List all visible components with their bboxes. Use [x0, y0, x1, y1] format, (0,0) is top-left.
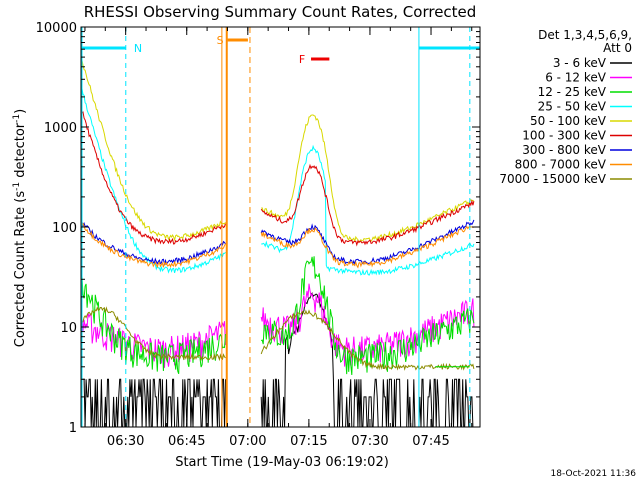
plot-area: N S F	[80, 27, 480, 428]
flare-label: F	[299, 53, 305, 66]
x-tick-label: 07:45	[412, 434, 449, 449]
x-tick-label: 07:00	[229, 434, 266, 449]
y-tick-label: 1000	[44, 121, 77, 136]
x-tick-label: 06:30	[107, 434, 144, 449]
x-axis: 06:30 06:45 07:00 07:15 07:30 07:45	[84, 27, 473, 449]
saa-label: S	[217, 34, 224, 47]
timestamp: 18-Oct-2021 11:36	[551, 469, 637, 479]
x-tick-label: 07:15	[290, 434, 327, 449]
series-line-9	[80, 305, 475, 371]
series-line-5	[80, 58, 475, 243]
legend-label: 7000 - 15000 keV	[499, 172, 606, 186]
legend-label: 12 - 25 keV	[538, 85, 607, 99]
legend-label: 3 - 6 keV	[553, 56, 607, 70]
legend-label: 6 - 12 keV	[545, 71, 607, 85]
legend-header: Det 1,3,4,5,6,9,	[538, 28, 632, 42]
x-axis-label: Start Time (19-May-03 06:19:02)	[175, 455, 389, 470]
series-line-6	[80, 107, 475, 247]
x-tick-label: 06:45	[168, 434, 205, 449]
y-tick-label: 1	[69, 421, 77, 436]
legend-label: 50 - 100 keV	[530, 114, 607, 128]
legend-header-att: Att 0	[603, 41, 632, 55]
legend-label: 25 - 50 keV	[538, 100, 607, 114]
night-label: N	[134, 42, 142, 55]
series-line-3	[80, 256, 475, 376]
y-tick-label: 10	[60, 321, 77, 336]
series-line-1	[80, 292, 474, 428]
series-line-8	[80, 222, 474, 269]
legend-label: 300 - 800 keV	[522, 143, 606, 157]
x-tick-label: 07:30	[351, 434, 388, 449]
y-axis: 1 10 100 1000 10000	[36, 21, 480, 436]
legend-label: 800 - 7000 keV	[515, 158, 607, 172]
legend-label: 100 - 300 keV	[522, 129, 606, 143]
series-line-4	[80, 88, 475, 276]
series-line-2	[80, 283, 475, 368]
y-axis-label: Corrected Count Rate (s-1 detector-1)	[12, 109, 28, 347]
y-tick-label: 100	[52, 221, 77, 236]
chart-title: RHESSI Observing Summary Count Rates, Co…	[84, 3, 477, 21]
series-line-7	[80, 219, 475, 267]
y-tick-label: 10000	[36, 21, 77, 36]
